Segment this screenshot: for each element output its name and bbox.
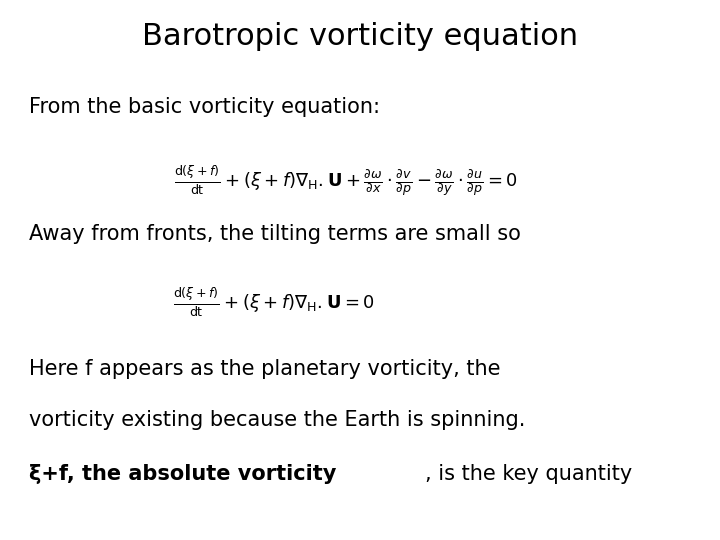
Text: Away from fronts, the tilting terms are small so: Away from fronts, the tilting terms are … — [29, 224, 521, 244]
Text: ξ+f, the absolute vorticity: ξ+f, the absolute vorticity — [29, 464, 336, 484]
Text: From the basic vorticity equation:: From the basic vorticity equation: — [29, 97, 380, 117]
Text: $\frac{\mathrm{d}(\xi+f)}{\mathrm{dt}}+(\xi+f)\nabla_{\mathrm{H}}.\mathbf{U}+\fr: $\frac{\mathrm{d}(\xi+f)}{\mathrm{dt}}+(… — [174, 165, 518, 199]
Text: , is the key quantity: , is the key quantity — [426, 464, 633, 484]
Text: Here f appears as the planetary vorticity, the: Here f appears as the planetary vorticit… — [29, 359, 500, 379]
Text: Barotropic vorticity equation: Barotropic vorticity equation — [142, 22, 578, 51]
Text: $\frac{\mathrm{d}(\xi+f)}{\mathrm{dt}}+(\xi+f)\nabla_{\mathrm{H}}.\mathbf{U}=0$: $\frac{\mathrm{d}(\xi+f)}{\mathrm{dt}}+(… — [173, 286, 374, 319]
Text: vorticity existing because the Earth is spinning.: vorticity existing because the Earth is … — [29, 410, 525, 430]
